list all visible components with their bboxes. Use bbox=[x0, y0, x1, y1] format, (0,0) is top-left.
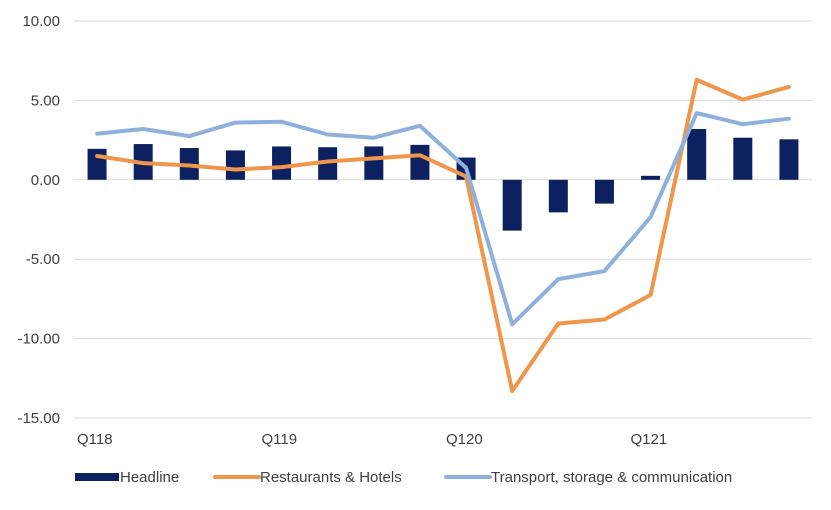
bar-headline bbox=[225, 150, 245, 180]
y-tick-label: -10.00 bbox=[17, 331, 60, 348]
legend: Headline Restaurants & Hotels Transport, s… bbox=[75, 469, 732, 486]
series-lines bbox=[95, 77, 791, 393]
y-tick-label: 0.00 bbox=[31, 172, 60, 189]
gridlines bbox=[74, 20, 812, 419]
headline-bars bbox=[87, 128, 799, 231]
y-tick-label: 10.00 bbox=[22, 13, 60, 30]
y-tick-label: -15.00 bbox=[17, 410, 60, 427]
bar-headline bbox=[687, 128, 707, 180]
bar-headline bbox=[410, 144, 430, 180]
y-axis-ticks: 10.00 5.00 0.00 -5.00 -10.00 -15.00 bbox=[17, 13, 60, 427]
bar-headline bbox=[594, 179, 614, 204]
bar-headline bbox=[641, 175, 661, 180]
x-tick-label: Q118 bbox=[77, 431, 113, 448]
legend-label: Restaurants & Hotels bbox=[260, 469, 402, 486]
x-axis-ticks: Q118 Q119 Q120 Q121 bbox=[77, 431, 667, 448]
bar-headline bbox=[779, 139, 799, 180]
series-line-transport-storage-communication bbox=[95, 111, 791, 327]
legend-label: Headline bbox=[120, 469, 179, 486]
legend-item-headline: Headline bbox=[75, 469, 179, 486]
x-tick-label: Q119 bbox=[262, 431, 298, 448]
legend-swatch bbox=[75, 473, 119, 481]
y-tick-label: 5.00 bbox=[31, 92, 60, 109]
x-tick-label: Q121 bbox=[631, 431, 668, 448]
bar-headline bbox=[272, 146, 292, 180]
bar-headline bbox=[87, 148, 107, 180]
bar-headline bbox=[364, 146, 384, 180]
bar-headline bbox=[548, 179, 568, 213]
series-line-restaurants-hotels bbox=[95, 77, 791, 393]
legend-label: Transport, storage & communication bbox=[491, 469, 732, 486]
legend-item-transport: Transport, storage & communication bbox=[444, 469, 732, 486]
x-tick-label: Q120 bbox=[446, 431, 483, 448]
bar-headline bbox=[502, 179, 522, 231]
bar-headline bbox=[318, 147, 338, 180]
legend-item-restaurants-hotels: Restaurants & Hotels bbox=[213, 469, 402, 486]
bar-headline bbox=[733, 137, 753, 180]
y-tick-label: -5.00 bbox=[26, 251, 60, 268]
